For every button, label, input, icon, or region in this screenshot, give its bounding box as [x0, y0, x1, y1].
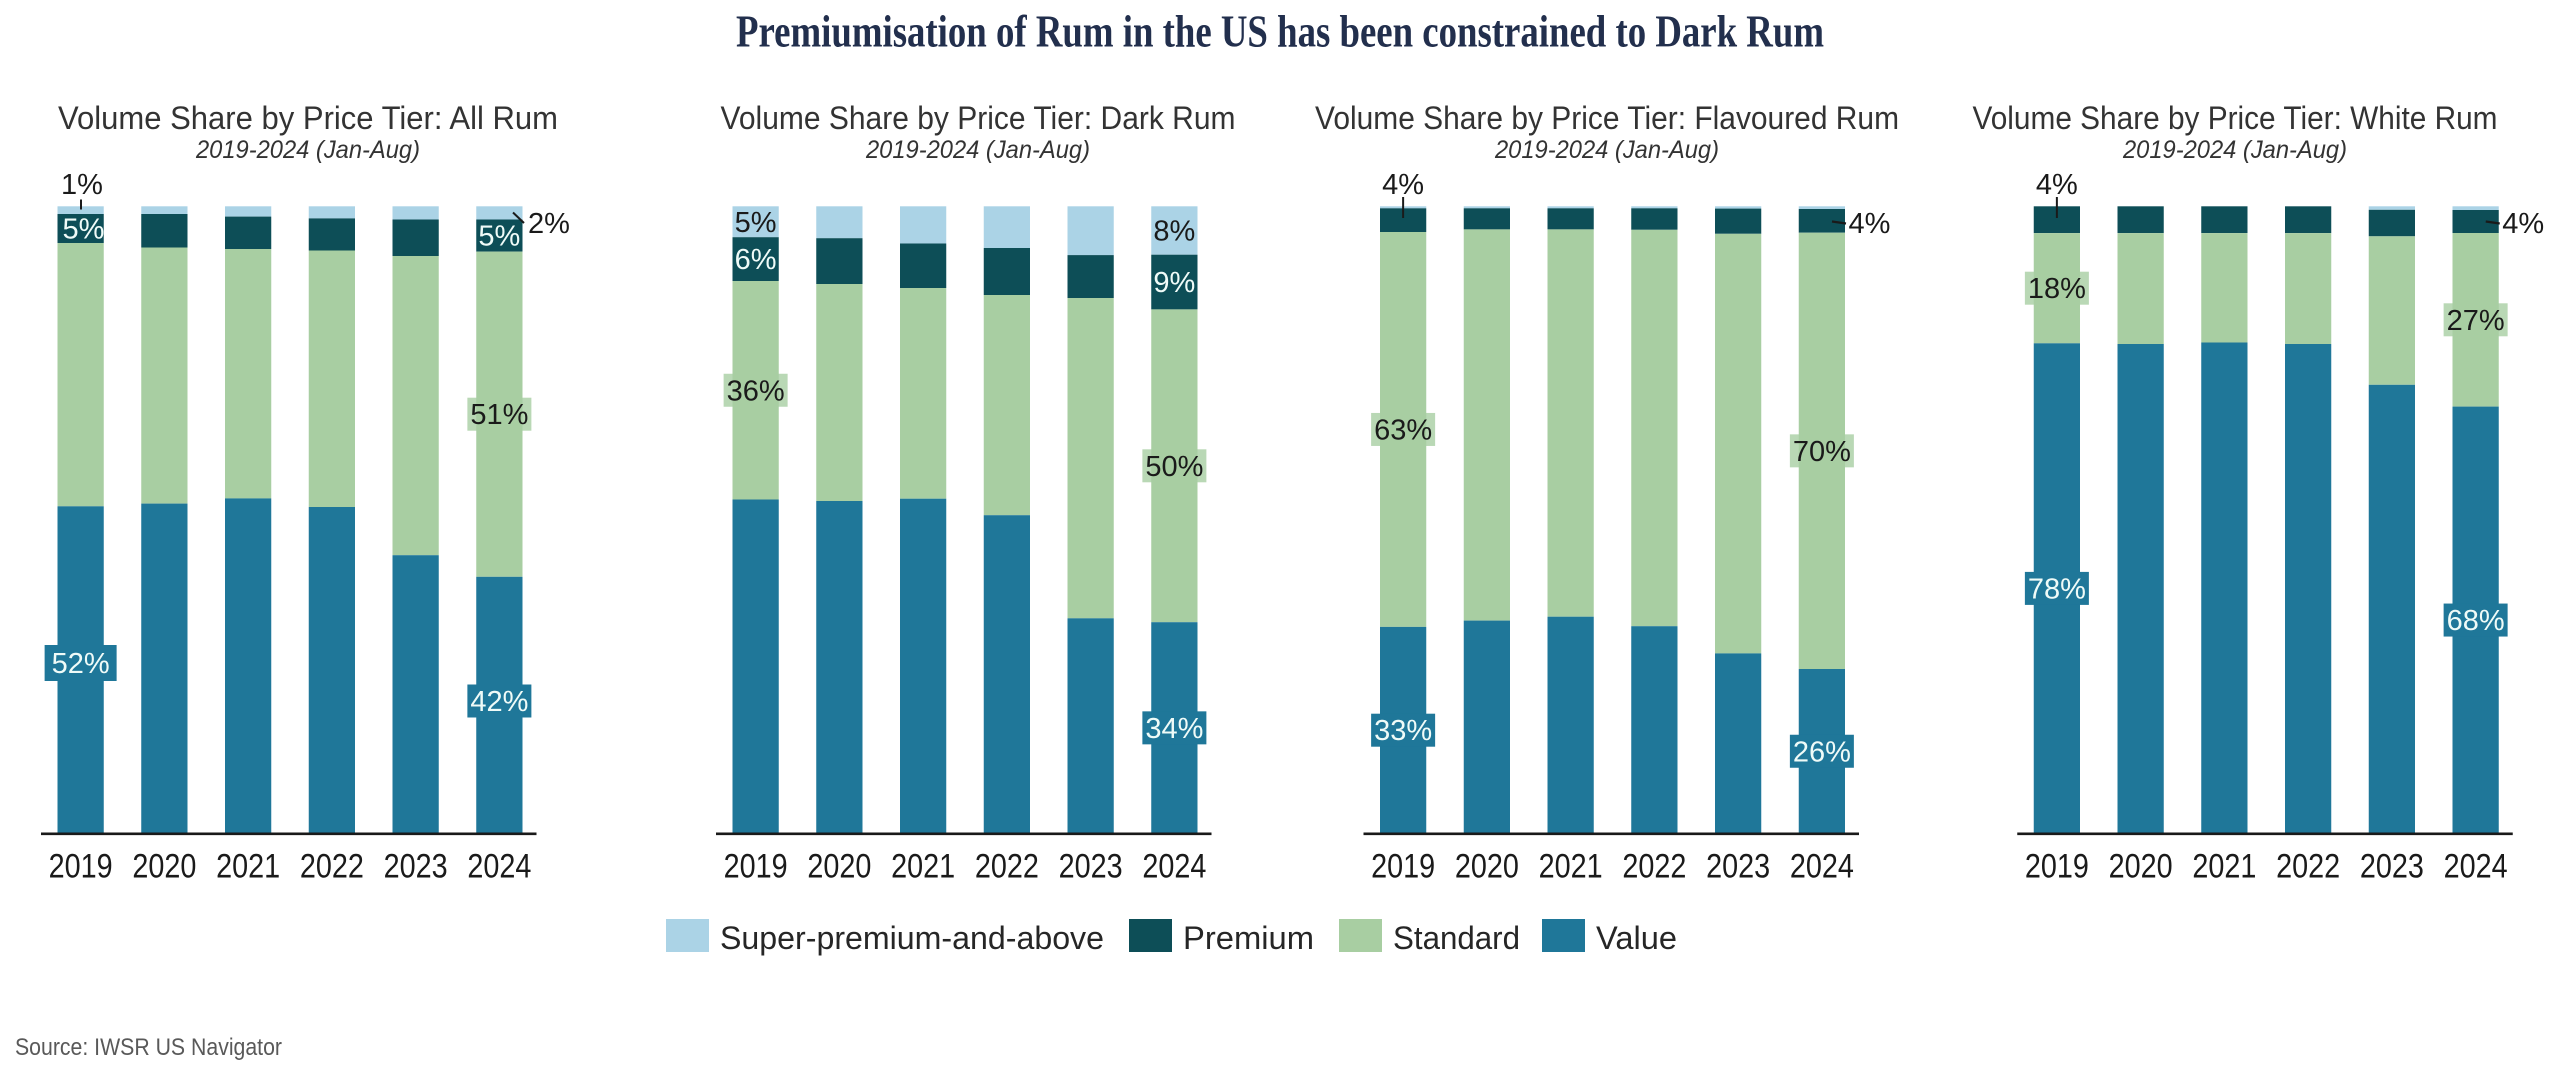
svg-text:2019: 2019	[2025, 848, 2089, 886]
svg-text:4%: 4%	[1849, 208, 1891, 240]
svg-text:2019-2024 (Jan-Aug): 2019-2024 (Jan-Aug)	[2122, 136, 2347, 164]
svg-text:Value: Value	[1596, 920, 1677, 956]
svg-text:68%: 68%	[2447, 605, 2505, 637]
svg-text:5%: 5%	[735, 207, 777, 239]
svg-text:5%: 5%	[63, 214, 105, 246]
svg-text:5%: 5%	[478, 221, 520, 253]
svg-text:26%: 26%	[1793, 736, 1851, 768]
svg-text:2023: 2023	[384, 848, 448, 886]
svg-text:1%: 1%	[61, 169, 103, 201]
svg-text:2020: 2020	[807, 848, 871, 886]
svg-text:2020: 2020	[132, 848, 196, 886]
svg-text:2020: 2020	[1455, 848, 1519, 886]
svg-text:63%: 63%	[1374, 414, 1432, 446]
svg-text:2020: 2020	[2109, 848, 2173, 886]
svg-text:52%: 52%	[52, 648, 110, 680]
svg-text:78%: 78%	[2028, 573, 2086, 605]
svg-text:2021: 2021	[1539, 848, 1603, 886]
svg-text:9%: 9%	[1153, 267, 1195, 299]
svg-text:2024: 2024	[2444, 848, 2508, 886]
svg-text:2019-2024 (Jan-Aug): 2019-2024 (Jan-Aug)	[865, 136, 1090, 164]
svg-text:Premiumisation of Rum in the U: Premiumisation of Rum in the US has been…	[736, 7, 1824, 57]
svg-text:2019: 2019	[49, 848, 113, 886]
svg-text:2022: 2022	[300, 848, 364, 886]
svg-text:2023: 2023	[1706, 848, 1770, 886]
svg-text:33%: 33%	[1374, 715, 1432, 747]
svg-text:2019: 2019	[724, 848, 788, 886]
svg-text:Volume Share by Price Tier: Fl: Volume Share by Price Tier: Flavoured Ru…	[1315, 100, 1899, 136]
svg-text:18%: 18%	[2028, 273, 2086, 305]
svg-text:Volume Share by Price Tier: Wh: Volume Share by Price Tier: White Rum	[1973, 100, 2498, 136]
svg-text:Super-premium-and-above: Super-premium-and-above	[720, 920, 1104, 956]
svg-text:2021: 2021	[216, 848, 280, 886]
svg-text:50%: 50%	[1145, 451, 1203, 483]
svg-text:2%: 2%	[528, 208, 570, 240]
svg-text:2023: 2023	[2360, 848, 2424, 886]
svg-text:2019: 2019	[1371, 848, 1435, 886]
svg-text:2021: 2021	[2192, 848, 2256, 886]
svg-text:Premium: Premium	[1183, 920, 1314, 956]
svg-text:Standard: Standard	[1393, 920, 1520, 956]
svg-text:Volume Share by Price Tier: Da: Volume Share by Price Tier: Dark Rum	[721, 100, 1236, 136]
svg-text:4%: 4%	[2502, 208, 2544, 240]
svg-text:36%: 36%	[727, 375, 785, 407]
svg-text:27%: 27%	[2447, 305, 2505, 337]
svg-text:2022: 2022	[975, 848, 1039, 886]
svg-text:4%: 4%	[2036, 169, 2078, 201]
svg-text:Source: IWSR US Navigator: Source: IWSR US Navigator	[15, 1034, 282, 1061]
svg-text:Volume Share by Price Tier: Al: Volume Share by Price Tier: All Rum	[58, 100, 558, 136]
svg-text:51%: 51%	[470, 399, 528, 431]
svg-text:4%: 4%	[1382, 169, 1424, 201]
svg-text:2023: 2023	[1059, 848, 1123, 886]
svg-text:2019-2024 (Jan-Aug): 2019-2024 (Jan-Aug)	[195, 136, 420, 164]
svg-text:2022: 2022	[1622, 848, 1686, 886]
svg-text:2019-2024 (Jan-Aug): 2019-2024 (Jan-Aug)	[1494, 136, 1719, 164]
svg-text:2024: 2024	[467, 848, 531, 886]
svg-text:34%: 34%	[1145, 713, 1203, 745]
svg-text:2021: 2021	[891, 848, 955, 886]
svg-text:42%: 42%	[470, 686, 528, 718]
svg-text:8%: 8%	[1153, 216, 1195, 248]
svg-text:70%: 70%	[1793, 436, 1851, 468]
svg-text:2022: 2022	[2276, 848, 2340, 886]
svg-text:2024: 2024	[1790, 848, 1854, 886]
svg-text:2024: 2024	[1142, 848, 1206, 886]
svg-text:6%: 6%	[735, 244, 777, 276]
